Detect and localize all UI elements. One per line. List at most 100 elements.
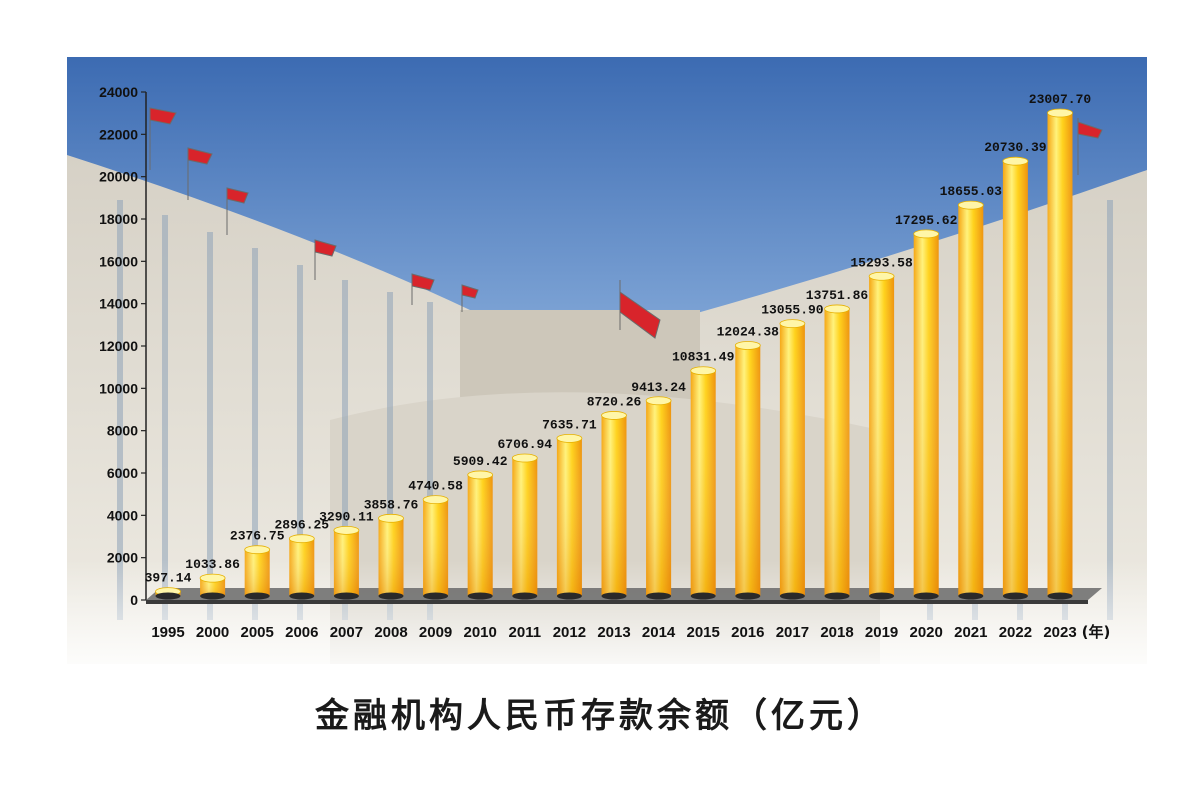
x-tick-label: 2008 <box>374 624 407 641</box>
bar-2016 <box>734 341 761 600</box>
value-label: 20730.39 <box>984 140 1047 155</box>
bar-base-shadow <box>958 592 984 600</box>
value-label: 15293.58 <box>850 255 913 270</box>
bar-2010 <box>467 470 494 600</box>
y-tick-label: 12000 <box>99 338 138 354</box>
bar-base-shadow <box>244 592 270 600</box>
bar-2015 <box>690 366 717 600</box>
x-tick-label: 2009 <box>419 624 452 641</box>
bar-shade <box>601 415 627 596</box>
bar-base-shadow <box>646 592 672 600</box>
bar-top-cap <box>244 545 271 555</box>
bar-shade <box>333 530 359 596</box>
x-tick-label: 2011 <box>509 624 542 641</box>
x-tick-label: 2000 <box>196 624 229 641</box>
x-tick-label: 2022 <box>999 624 1032 641</box>
x-tick-labels: 1995 2000 2005 2006 2007 2008 2009 2010 2011 2012… <box>151 623 1110 641</box>
bar-top-cap <box>734 341 761 350</box>
bar-shade <box>869 276 895 596</box>
bar-shade <box>913 233 939 597</box>
bar-top-cap <box>199 573 226 583</box>
x-tick-label: 2006 <box>285 624 318 641</box>
bar-base-shadow <box>289 592 315 600</box>
bar-shade <box>200 578 226 596</box>
x-tick-label: 2010 <box>464 624 497 641</box>
bar-shade <box>556 438 582 596</box>
value-label: 18655.03 <box>940 184 1003 199</box>
x-tick-label: 2005 <box>241 624 274 641</box>
bar-base-shadow <box>824 592 850 600</box>
bar-shade <box>1047 113 1073 596</box>
x-tick-label: 2020 <box>910 624 943 641</box>
value-label: 3858.76 <box>364 497 419 512</box>
bar-2022 <box>1002 156 1029 600</box>
y-tick-label: 6000 <box>107 465 138 481</box>
value-label: 1033.86 <box>185 557 240 572</box>
bar-2013 <box>601 411 627 600</box>
bar-top-cap <box>467 470 494 480</box>
chart-title: 金融机构人民币存款余额（亿元） <box>315 696 885 736</box>
value-label: 17295.62 <box>895 213 958 228</box>
value-label: 23007.70 <box>1029 92 1092 107</box>
bar-top-cap <box>779 319 806 329</box>
x-tick-label: 2017 <box>776 624 809 641</box>
bar-base-shadow <box>423 592 449 600</box>
bar-shade <box>378 518 404 596</box>
bar-top-cap <box>913 229 940 239</box>
y-tick-label: 22000 <box>99 126 138 142</box>
bar-shade <box>646 400 672 596</box>
x-tick-label: 2012 <box>553 624 586 641</box>
x-axis-unit: (年) <box>1082 623 1111 641</box>
value-label: 5909.42 <box>453 454 508 469</box>
value-label: 10831.49 <box>672 350 735 365</box>
bars <box>155 108 1073 600</box>
bar-base-shadow <box>913 592 939 600</box>
bar-shade <box>958 205 984 596</box>
value-label: 13751.86 <box>806 288 869 303</box>
value-label: 12024.38 <box>717 324 780 339</box>
bar-top-cap <box>645 396 672 406</box>
bar-shade <box>690 370 716 596</box>
bar-top-cap <box>422 495 449 505</box>
bar-2014 <box>645 396 672 600</box>
bar-top-cap <box>690 366 717 376</box>
y-tick-label: 4000 <box>107 507 138 523</box>
bar-base-shadow <box>601 592 627 600</box>
y-tick-label: 18000 <box>99 211 138 227</box>
chart-panel: 0 2000 4000 6000 8000 10000 12000 14000 16000 180… <box>67 57 1147 664</box>
x-tick-label: 2014 <box>642 624 676 641</box>
bar-shade <box>735 345 761 596</box>
bar-2011 <box>511 453 538 600</box>
bar-top-cap <box>824 304 850 314</box>
x-tick-label: 2007 <box>330 624 363 641</box>
bar-base-shadow <box>556 592 582 600</box>
y-tick-label: 2000 <box>107 550 138 566</box>
bar-shade <box>824 308 850 596</box>
bar-base-shadow <box>333 592 359 600</box>
y-tick-label: 24000 <box>99 84 138 100</box>
x-tick-label: 2018 <box>820 624 853 641</box>
x-tick-label: 2013 <box>597 624 630 641</box>
value-label: 13055.90 <box>761 303 824 318</box>
value-label: 2376.75 <box>230 529 285 544</box>
bar-2008 <box>378 513 404 600</box>
bar-shade <box>779 323 805 596</box>
bar-base-shadow <box>155 592 181 600</box>
bar-top-cap <box>1002 156 1029 166</box>
bar-top-cap <box>378 513 404 523</box>
bar-top-cap <box>957 200 984 210</box>
bar-top-cap <box>556 433 583 443</box>
bar-shade <box>244 549 270 596</box>
bar-2005 <box>244 545 271 600</box>
y-tick-label: 20000 <box>99 169 138 185</box>
bar-2020 <box>913 229 940 600</box>
y-tick-label: 14000 <box>99 296 138 312</box>
value-label: 2896.25 <box>274 518 329 533</box>
bar-2006 <box>288 534 315 600</box>
y-tick-label: 16000 <box>99 253 138 269</box>
value-label: 6706.94 <box>497 437 552 452</box>
x-tick-label: 2019 <box>865 624 898 641</box>
value-label: 3290.11 <box>319 509 374 524</box>
x-tick-label: 2023 <box>1043 624 1076 641</box>
